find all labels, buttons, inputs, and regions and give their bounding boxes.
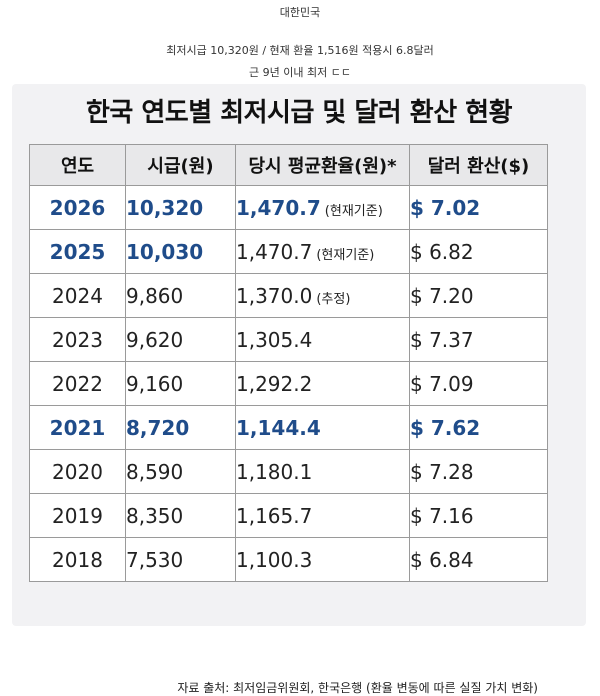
cell-wage: 7,530 (125, 537, 236, 582)
table-row: 2020 8,590 1,180.1 $ 7.28 (29, 449, 548, 494)
cell-usd: $ 7.37 (409, 317, 548, 362)
cell-rate: 1,100.3 (235, 537, 410, 582)
cell-usd: $ 7.62 (409, 405, 548, 450)
header-wage: 시급(원) (125, 144, 236, 186)
rate-value: 1,180.1 (236, 459, 313, 484)
cell-wage: 8,720 (125, 405, 236, 450)
header-rate: 당시 평균환율(원)* (235, 144, 410, 186)
table-row: 2022 9,160 1,292.2 $ 7.09 (29, 361, 548, 406)
cell-wage: 9,160 (125, 361, 236, 406)
post-country: 대한민국 (279, 6, 321, 19)
table-row: 2019 8,350 1,165.7 $ 7.16 (29, 493, 548, 538)
cell-rate: 1,305.4 (235, 317, 410, 362)
infographic-card: 한국 연도별 최저시급 및 달러 환산 현황 연도 시급(원) 당시 평균환율(… (12, 84, 586, 695)
cell-usd: $ 6.82 (409, 229, 548, 274)
header-usd: 달러 환산($) (409, 144, 548, 186)
cell-rate: 1,470.7 (현재기준) (235, 185, 410, 230)
post-line-1: 최저시급 10,320원 / 현재 환율 1,516원 적용시 6.8달러 (166, 44, 434, 57)
cell-year: 2025 (29, 229, 126, 274)
cell-wage: 9,860 (125, 273, 236, 318)
cell-usd: $ 6.84 (409, 537, 548, 582)
cell-year: 2026 (29, 185, 126, 230)
post-line-2: 근 9년 이내 최저 ㄷㄷ (249, 66, 351, 79)
wage-table: 연도 시급(원) 당시 평균환율(원)* 달러 환산($) 2026 10,32… (29, 144, 548, 582)
source-note: 자료 출처: 최저임금위원회, 한국은행 (환율 변동에 따른 실질 가치 변화… (177, 681, 538, 695)
rate-value: 1,370.0 (236, 283, 313, 308)
cell-wage: 10,030 (125, 229, 236, 274)
cell-rate: 1,144.4 (235, 405, 410, 450)
cell-usd: $ 7.20 (409, 273, 548, 318)
cell-rate: 1,370.0 (추정) (235, 273, 410, 318)
cell-rate: 1,470.7 (현재기준) (235, 229, 410, 274)
cell-rate: 1,165.7 (235, 493, 410, 538)
header-year: 연도 (29, 144, 126, 186)
cell-wage: 8,590 (125, 449, 236, 494)
table-header-row: 연도 시급(원) 당시 평균환율(원)* 달러 환산($) (29, 144, 548, 186)
infographic-title: 한국 연도별 최저시급 및 달러 환산 현황 (85, 98, 513, 128)
cell-rate: 1,292.2 (235, 361, 410, 406)
cell-year: 2021 (29, 405, 126, 450)
cell-year: 2019 (29, 493, 126, 538)
cell-usd: $ 7.02 (409, 185, 548, 230)
rate-value: 1,292.2 (236, 371, 313, 396)
cell-wage: 9,620 (125, 317, 236, 362)
cell-usd: $ 7.16 (409, 493, 548, 538)
cell-wage: 8,350 (125, 493, 236, 538)
table-row: 2024 9,860 1,370.0 (추정) $ 7.20 (29, 273, 548, 318)
cell-year: 2023 (29, 317, 126, 362)
table-row: 2025 10,030 1,470.7 (현재기준) $ 6.82 (29, 229, 548, 274)
table-row: 2026 10,320 1,470.7 (현재기준) $ 7.02 (29, 185, 548, 230)
rate-value: 1,144.4 (236, 415, 321, 440)
rate-note: (현재기준) (316, 247, 375, 263)
cell-wage: 10,320 (125, 185, 236, 230)
cell-year: 2022 (29, 361, 126, 406)
cell-rate: 1,180.1 (235, 449, 410, 494)
rate-value: 1,165.7 (236, 503, 313, 528)
cell-usd: $ 7.28 (409, 449, 548, 494)
cell-usd: $ 7.09 (409, 361, 548, 406)
rate-note: (추정) (316, 291, 351, 307)
cell-year: 2020 (29, 449, 126, 494)
cell-year: 2024 (29, 273, 126, 318)
rate-value: 1,305.4 (236, 327, 313, 352)
table-row: 2018 7,530 1,100.3 $ 6.84 (29, 537, 548, 582)
rate-note: (현재기준) (324, 203, 383, 219)
rate-value: 1,100.3 (236, 547, 313, 572)
rate-value: 1,470.7 (236, 195, 321, 220)
table-row: 2023 9,620 1,305.4 $ 7.37 (29, 317, 548, 362)
cell-year: 2018 (29, 537, 126, 582)
rate-value: 1,470.7 (236, 239, 313, 264)
table-row: 2021 8,720 1,144.4 $ 7.62 (29, 405, 548, 450)
